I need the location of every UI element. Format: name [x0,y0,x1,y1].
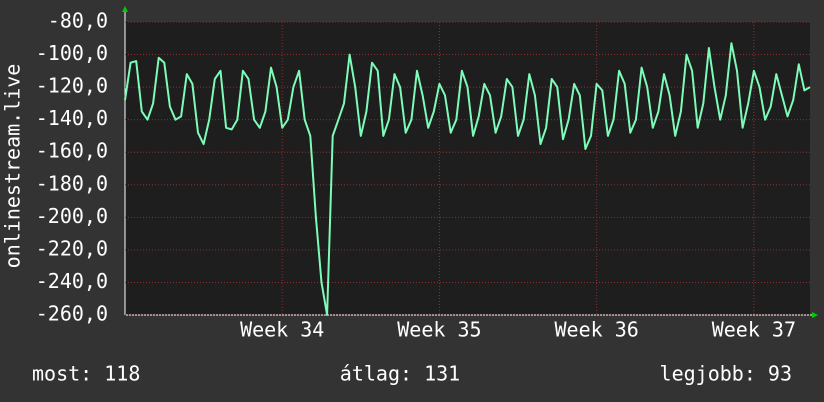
plot-area [125,22,810,315]
y-tick-label: -140,0 [36,106,108,130]
footer-average: átlag: 131 [340,362,460,386]
x-tick-label: Week 37 [712,318,796,342]
y-tick-label: -180,0 [36,171,108,195]
y-tick-label: -260,0 [36,302,108,326]
x-tick-label: Week 35 [397,318,481,342]
y-tick-label: -80,0 [48,9,108,33]
y-tick-label: -120,0 [36,74,108,98]
x-tick-label: Week 36 [554,318,638,342]
axis-arrow [122,6,128,12]
x-tick-label: Week 34 [240,318,324,342]
axis-arrow [812,312,818,318]
data-line [124,42,811,316]
y-tick-label: -220,0 [36,236,108,260]
y-tick-label: -160,0 [36,139,108,163]
footer-current: most: 118 [32,362,140,386]
y-axis-label: onlinestream.live [1,64,25,269]
y-tick-label: -200,0 [36,204,108,228]
y-tick-label: -240,0 [36,269,108,293]
y-tick-label: -100,0 [36,41,108,65]
footer-best: legjobb: 93 [660,362,792,386]
